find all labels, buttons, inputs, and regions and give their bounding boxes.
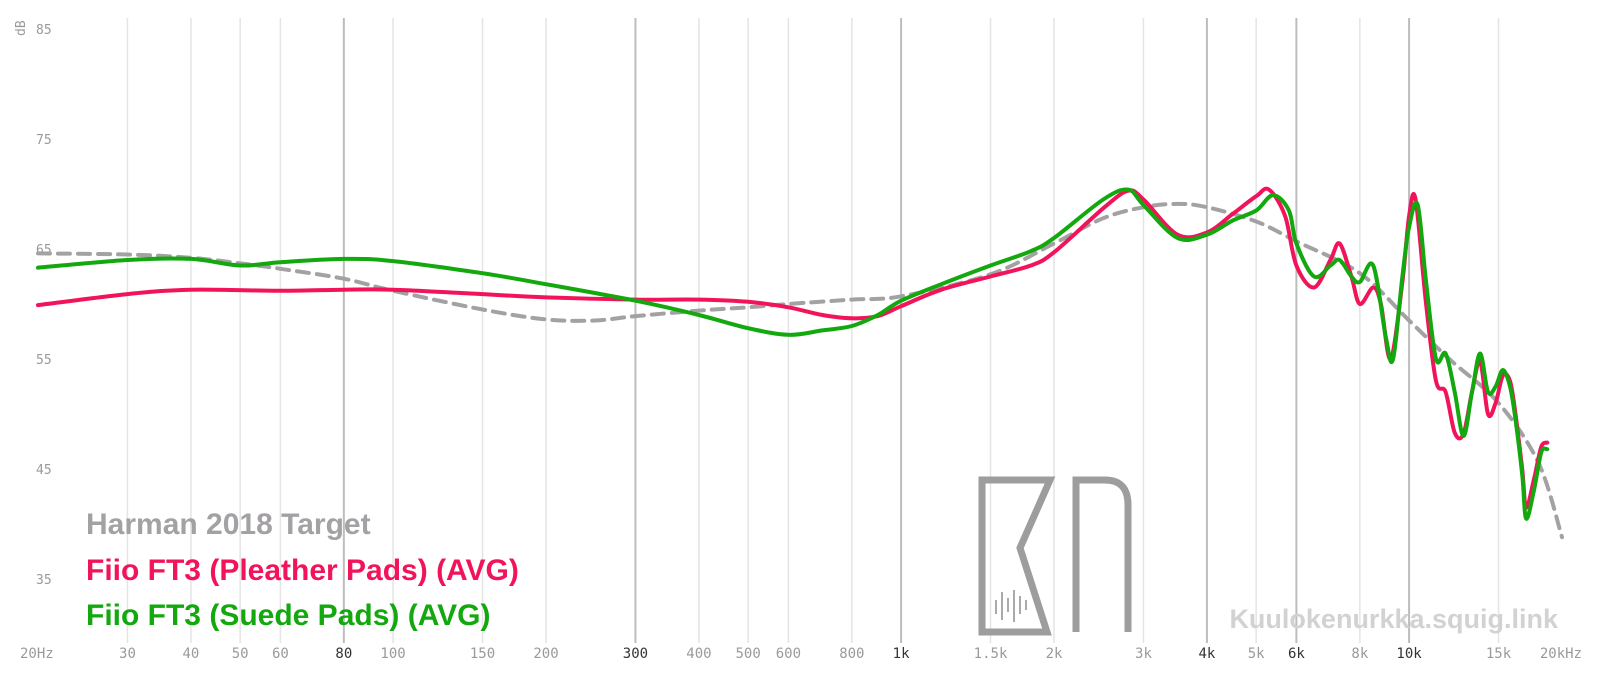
y-tick-label: 45	[36, 463, 52, 478]
grid	[126, 18, 1500, 643]
x-tick-label: 2k	[1046, 646, 1063, 662]
x-tick-label: 300	[623, 646, 648, 662]
series-line-suede	[36, 187, 1550, 521]
x-tick-label: 20Hz	[20, 646, 54, 662]
y-tick-label: 55	[36, 353, 52, 368]
x-tick-label: 5k	[1248, 646, 1265, 662]
x-tick-label: 1k	[893, 646, 910, 662]
x-tick-label: 150	[470, 646, 495, 662]
series-line-target	[36, 201, 1564, 540]
x-tick-label: 30	[119, 646, 136, 662]
legend-entry-pleather[interactable]: Fiio FT3 (Pleather Pads) (AVG)	[86, 554, 519, 587]
x-tick-label: 10k	[1396, 646, 1422, 662]
x-tick-label: 100	[380, 646, 405, 662]
x-tick-label: 50	[232, 646, 249, 662]
x-tick-label: 20kHz	[1540, 646, 1582, 662]
x-tick-label: 800	[839, 646, 864, 662]
legend-entry-suede[interactable]: Fiio FT3 (Suede Pads) (AVG)	[86, 599, 490, 632]
x-tick-label: 3k	[1135, 646, 1152, 662]
x-tick-labels: 20Hz 30 40 50 60 80 100 150 200 300 400 500 600 800 1k…	[20, 646, 1582, 662]
x-tick-label: 80	[335, 646, 352, 662]
x-tick-label: 60	[272, 646, 289, 662]
legend-entry-target[interactable]: Harman 2018 Target	[86, 508, 371, 541]
kn-logo	[978, 476, 1132, 636]
x-tick-label: 500	[736, 646, 761, 662]
y-tick-label: 65	[36, 243, 52, 258]
series-line-pleather	[36, 186, 1550, 510]
x-tick-label: 1.5k	[974, 646, 1008, 662]
y-axis-label: dB	[14, 20, 29, 36]
x-tick-label: 15k	[1486, 646, 1512, 662]
y-tick-label: 75	[36, 133, 52, 148]
series-lines	[36, 186, 1564, 540]
x-tick-label: 400	[686, 646, 711, 662]
x-tick-label: 600	[776, 646, 801, 662]
y-tick-label: 35	[36, 573, 52, 588]
logo-n-shape	[1072, 476, 1132, 632]
x-tick-label: 200	[533, 646, 558, 662]
x-tick-label: 8k	[1351, 646, 1368, 662]
y-tick-label: 85	[36, 23, 52, 38]
x-tick-label: 40	[182, 646, 199, 662]
x-tick-label: 4k	[1198, 646, 1215, 662]
x-tick-label: 6k	[1288, 646, 1305, 662]
logo-waveform	[995, 590, 1027, 622]
watermark-text: Kuulokenurkka.squig.link	[1229, 604, 1559, 634]
logo-k-shape	[978, 476, 1056, 636]
